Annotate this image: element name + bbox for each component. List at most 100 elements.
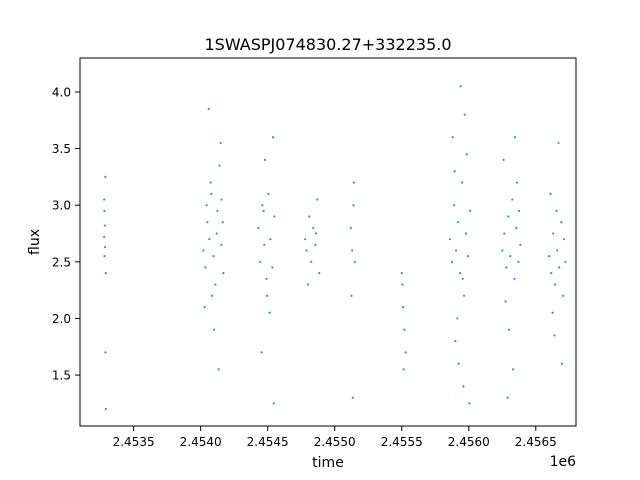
data-points <box>103 85 567 411</box>
x-axis: 2.4535 2.4540 2.4545 2.4550 2.4555 2.4560 2.45… <box>113 426 557 449</box>
data-point <box>562 238 566 241</box>
data-point <box>454 249 458 252</box>
data-point <box>549 192 552 195</box>
data-point <box>215 232 218 235</box>
data-point <box>351 249 354 252</box>
data-point <box>103 235 106 238</box>
data-point <box>260 351 263 354</box>
data-point <box>450 260 454 263</box>
data-point <box>103 209 106 212</box>
data-point <box>218 164 221 167</box>
y-axis-label: flux <box>27 229 43 255</box>
data-point <box>550 272 553 275</box>
x-tick-label: 2.4550 <box>314 435 356 449</box>
data-point <box>513 136 517 139</box>
data-point <box>308 215 311 218</box>
data-point <box>202 249 205 252</box>
data-point <box>451 136 454 139</box>
data-point <box>104 175 107 178</box>
data-point <box>208 238 211 241</box>
data-point <box>271 266 274 269</box>
data-point <box>263 158 267 162</box>
data-point <box>555 209 558 212</box>
data-point <box>456 221 460 224</box>
data-point <box>457 362 460 365</box>
data-point <box>404 351 407 354</box>
data-point <box>501 249 504 252</box>
data-point <box>401 306 405 309</box>
data-point <box>314 232 318 235</box>
data-point <box>352 204 355 207</box>
data-point <box>207 107 210 111</box>
data-point <box>552 232 555 235</box>
data-point <box>517 260 520 263</box>
data-point <box>562 294 565 297</box>
y-tick-label: 1.5 <box>52 369 71 383</box>
data-point <box>515 226 518 229</box>
data-point <box>557 141 560 145</box>
data-point <box>503 232 506 235</box>
data-point <box>502 158 505 162</box>
data-point <box>305 249 308 252</box>
data-point <box>257 226 260 229</box>
data-point <box>272 402 275 405</box>
data-point <box>268 311 271 314</box>
data-point <box>267 192 270 195</box>
x-tick-label: 2.4560 <box>448 435 490 449</box>
data-point <box>204 266 207 269</box>
data-point <box>458 272 462 275</box>
data-point <box>463 113 466 116</box>
data-point <box>103 198 106 201</box>
data-point <box>469 209 472 212</box>
data-point <box>507 215 510 218</box>
y-tick-label: 2.0 <box>52 312 71 326</box>
data-point <box>560 362 564 365</box>
data-point <box>504 300 507 303</box>
x-tick-label: 2.4565 <box>515 435 557 449</box>
data-point <box>507 328 511 331</box>
data-point <box>402 368 405 371</box>
data-point <box>314 243 317 246</box>
y-tick-label: 4.0 <box>52 85 71 99</box>
data-point <box>554 283 557 286</box>
data-point <box>259 260 262 263</box>
data-point <box>220 243 223 246</box>
data-point <box>220 198 223 201</box>
data-point <box>265 277 268 280</box>
data-point <box>511 368 515 371</box>
data-point <box>353 260 356 263</box>
data-point <box>349 226 352 229</box>
data-point <box>318 272 321 275</box>
data-point <box>513 277 516 280</box>
data-point <box>468 402 471 405</box>
chart-title: 1SWASPJ074830.27+332235.0 <box>204 35 451 54</box>
data-point <box>517 209 521 212</box>
data-point <box>262 209 265 212</box>
data-point <box>350 294 353 297</box>
data-point <box>460 181 464 184</box>
data-point <box>212 328 216 331</box>
data-point <box>273 215 276 218</box>
y-tick-label: 3.5 <box>52 142 71 156</box>
x-axis-offset-label: 1e6 <box>550 454 577 470</box>
data-point <box>452 204 456 207</box>
data-point <box>515 181 519 184</box>
data-point <box>206 221 209 224</box>
data-point <box>221 221 224 224</box>
data-point <box>304 238 307 241</box>
data-point <box>222 272 225 275</box>
data-point <box>103 246 107 249</box>
data-point <box>203 306 206 309</box>
data-point <box>210 294 214 297</box>
data-point <box>351 396 354 399</box>
x-tick-label: 2.4535 <box>113 435 155 449</box>
y-tick-label: 2.5 <box>52 255 71 269</box>
data-point <box>401 283 404 286</box>
data-point <box>564 260 567 263</box>
data-point <box>505 266 508 269</box>
data-point <box>558 266 561 269</box>
data-point <box>310 260 313 263</box>
data-point <box>506 396 509 399</box>
